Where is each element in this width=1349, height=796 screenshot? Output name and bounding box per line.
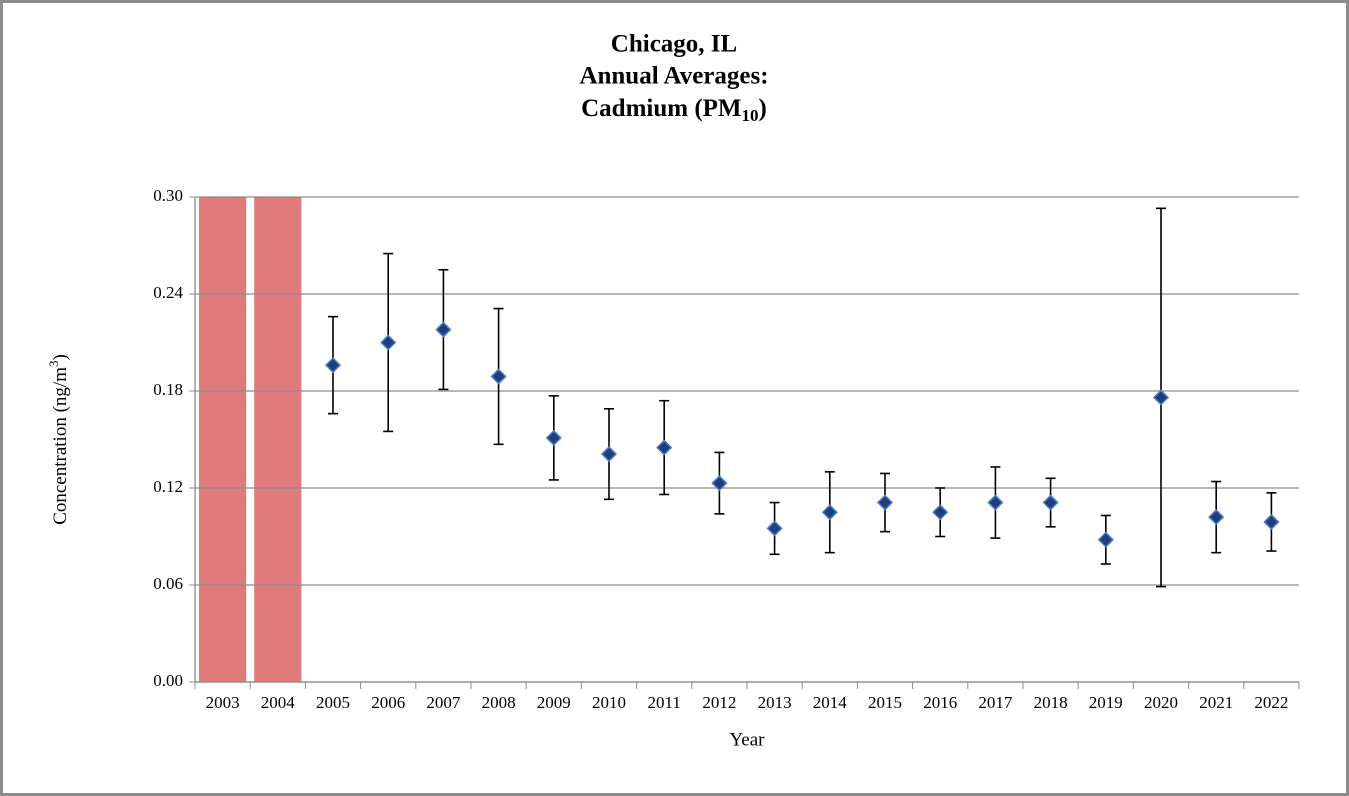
point [876, 494, 894, 511]
point [932, 504, 949, 521]
x-tick-label: 2018 [1034, 693, 1068, 712]
y-label-text: Concentration (ng/m [50, 367, 71, 525]
y-tick-label: 0.00 [153, 671, 183, 690]
point [1042, 494, 1059, 511]
point [600, 445, 618, 463]
x-tick-label: 2014 [813, 693, 848, 712]
x-tick-label: 2017 [978, 693, 1013, 712]
y-axis-label: Concentration (ng/m3) [46, 354, 71, 525]
point [490, 368, 507, 385]
x-tick-label: 2006 [371, 693, 405, 712]
title-text: ) [759, 95, 767, 122]
x-tick-label: 2010 [592, 693, 626, 712]
y-tick-label: 0.30 [153, 186, 183, 205]
y-tick-label: 0.06 [153, 574, 183, 593]
point [1208, 509, 1225, 526]
point [545, 429, 562, 446]
point [711, 475, 728, 492]
point [380, 334, 397, 351]
point [656, 439, 673, 456]
point [1097, 531, 1114, 548]
x-tick-label: 2011 [648, 693, 681, 712]
x-tick-label: 2009 [537, 693, 571, 712]
highlight-band [254, 197, 302, 682]
point [1152, 389, 1170, 406]
x-tick-label: 2004 [261, 693, 296, 712]
x-tick-label: 2007 [426, 693, 461, 712]
highlight-band [199, 197, 247, 682]
point [1263, 513, 1280, 531]
x-axis-label: Year [729, 729, 765, 750]
y-tick-label: 0.18 [153, 380, 183, 399]
x-tick-label: 2012 [702, 693, 736, 712]
point [435, 321, 452, 338]
point [987, 494, 1004, 511]
title-subscript: 10 [742, 106, 759, 125]
x-tick-label: 2022 [1254, 693, 1288, 712]
y-tick-label: 0.24 [153, 283, 183, 302]
x-tick-label: 2013 [758, 693, 792, 712]
x-tick-label: 2003 [206, 693, 240, 712]
point [324, 357, 342, 374]
point [766, 520, 783, 537]
y-label-text: ) [50, 354, 71, 360]
title-text: Cadmium (PM [581, 95, 741, 122]
chart-title: Cadmium (PM10) [581, 95, 767, 125]
x-tick-label: 2015 [868, 693, 902, 712]
y-tick-label: 0.12 [153, 477, 183, 496]
y-label-superscript: 3 [46, 361, 61, 368]
x-tick-label: 2008 [482, 693, 516, 712]
x-tick-label: 2020 [1144, 693, 1178, 712]
point [821, 504, 838, 521]
x-tick-label: 2005 [316, 693, 350, 712]
x-tick-label: 2019 [1089, 693, 1123, 712]
chart-title: Chicago, IL [611, 31, 737, 58]
chart-title: Annual Averages: [579, 63, 768, 90]
x-tick-label: 2021 [1199, 693, 1233, 712]
x-tick-label: 2016 [923, 693, 957, 712]
